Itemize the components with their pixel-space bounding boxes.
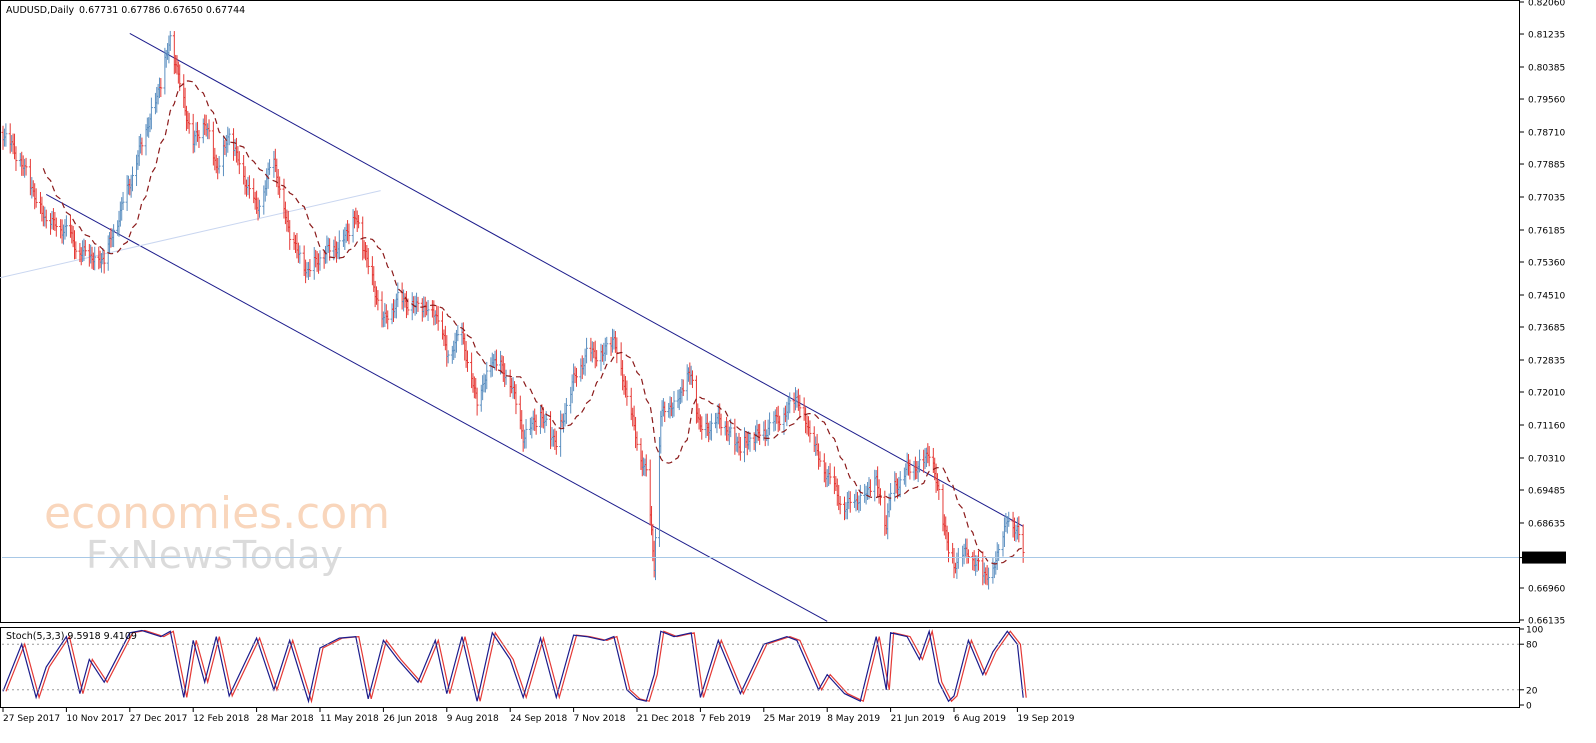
- price-tick-label: 0.77885: [1528, 161, 1565, 171]
- date-tick-label: 21 Jun 2019: [891, 714, 945, 724]
- stoch-main-line: [2, 628, 1024, 704]
- stoch-tick-label: 0: [1526, 702, 1532, 712]
- current-price-box: [1522, 551, 1566, 564]
- channel-line: [45, 194, 828, 622]
- date-tick-label: 19 Sep 2019: [1017, 714, 1074, 724]
- stoch-tick-label: 100: [1526, 626, 1543, 636]
- date-tick-label: 9 Aug 2018: [447, 714, 499, 724]
- price-tick-label: 0.82060: [1528, 0, 1565, 9]
- price-tick-label: 0.79560: [1528, 96, 1565, 106]
- date-tick-label: 26 Jun 2018: [383, 714, 437, 724]
- price-tick-label: 0.68635: [1528, 519, 1565, 529]
- price-tick-label: 0.72835: [1528, 356, 1565, 366]
- date-tick-label: 11 May 2018: [320, 714, 379, 724]
- price-tick-label: 0.74510: [1528, 291, 1565, 301]
- price-tick-label: 0.66960: [1528, 584, 1565, 594]
- stoch-tick-label: 80: [1526, 641, 1538, 651]
- date-tick-label: 21 Dec 2018: [637, 714, 695, 724]
- price-tick-label: 0.76185: [1528, 226, 1565, 236]
- watermark-economies: economies.com: [44, 488, 390, 539]
- price-tick-label: 0.81235: [1528, 31, 1565, 41]
- date-tick-label: 7 Feb 2019: [700, 714, 751, 724]
- date-tick-label: 27 Dec 2017: [130, 714, 188, 724]
- ohlc-values: 0.67731 0.67786 0.67650 0.67744: [79, 5, 245, 16]
- current-price-label: 0.67744: [1526, 554, 1563, 564]
- price-tick-label: 0.75360: [1528, 259, 1565, 269]
- channel-line: [129, 32, 1024, 527]
- price-tick-label: 0.72010: [1528, 389, 1565, 399]
- date-tick-label: 7 Nov 2018: [574, 714, 626, 724]
- stoch-label: Stoch(5,3,3) 9.5918 9.4109: [6, 631, 137, 642]
- date-tick-label: 6 Aug 2019: [954, 714, 1006, 724]
- price-tick-label: 0.77035: [1528, 194, 1565, 204]
- price-tick-label: 0.78710: [1528, 129, 1565, 139]
- date-tick-label: 24 Sep 2018: [510, 714, 567, 724]
- stoch-tick-label: 20: [1526, 686, 1538, 696]
- date-tick-label: 25 Mar 2019: [764, 714, 821, 724]
- price-tick-label: 0.71160: [1528, 421, 1565, 431]
- date-tick-label: 12 Feb 2018: [193, 714, 249, 724]
- moving-average-line: [42, 80, 1024, 565]
- stoch-panel-frame: [0, 627, 1520, 708]
- price-tick-label: 0.70310: [1528, 454, 1565, 464]
- price-tick-label: 0.66135: [1528, 617, 1565, 627]
- price-panel-frame: [0, 0, 1520, 623]
- date-tick-label: 8 May 2019: [827, 714, 880, 724]
- date-tick-label: 28 Mar 2018: [257, 714, 314, 724]
- trend-line: [0, 190, 381, 279]
- price-tick-label: 0.73685: [1528, 324, 1565, 334]
- watermark-fxnewstoday: FxNewsToday: [86, 533, 343, 577]
- price-tick-label: 0.80385: [1528, 64, 1565, 74]
- symbol-title: AUDUSD,Daily: [6, 5, 75, 16]
- price-tick-label: 0.69485: [1528, 486, 1565, 496]
- stoch-signal-line: [5, 628, 1027, 704]
- date-tick-label: 27 Sep 2017: [3, 714, 60, 724]
- date-tick-label: 10 Nov 2017: [66, 714, 124, 724]
